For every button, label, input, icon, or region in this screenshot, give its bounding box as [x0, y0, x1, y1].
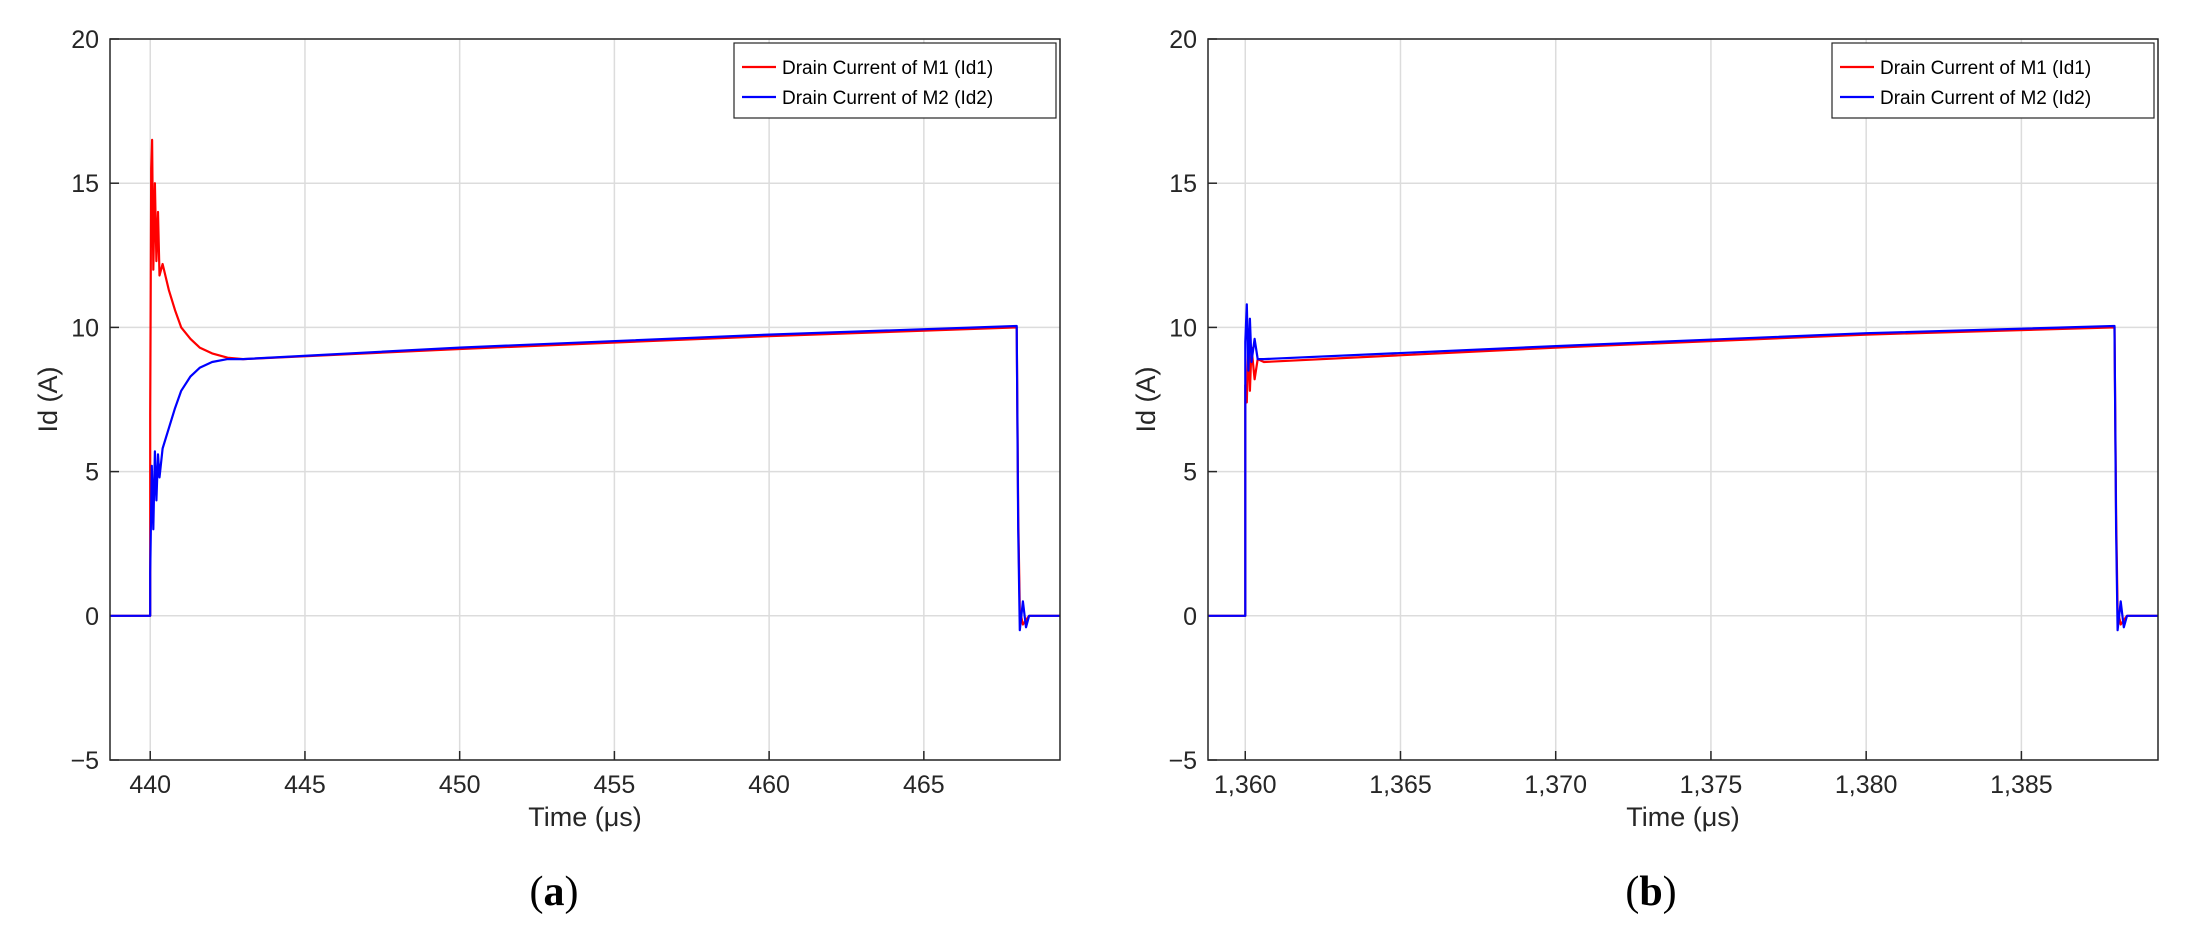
x-tick-label: 460 — [748, 771, 790, 799]
x-tick-label: 1,370 — [1524, 771, 1587, 799]
axes-box — [1207, 38, 2159, 761]
x-tick-label: 1,375 — [1680, 771, 1743, 799]
legend-box — [1831, 42, 2155, 119]
y-axis-label: Id (A) — [1131, 366, 1161, 432]
axes-box — [109, 38, 1061, 761]
series-line-2 — [110, 324, 1060, 632]
y-tick-label: 15 — [71, 170, 99, 198]
y-tick-label: 10 — [71, 314, 99, 342]
x-tick-label: 445 — [284, 771, 326, 799]
legend: Drain Current of M1 (Id1) Drain Current o… — [733, 42, 1057, 119]
legend-entry: Drain Current of M1 (Id1) — [1880, 58, 2091, 79]
x-tick-label: 455 — [594, 771, 636, 799]
panel-caption: (a) — [530, 869, 579, 915]
y-tick-label: 20 — [71, 26, 99, 54]
legend: Drain Current of M1 (Id1) Drain Current o… — [1831, 42, 2155, 119]
y-tick-label: 5 — [1183, 459, 1197, 487]
y-tick-label: 5 — [85, 459, 99, 487]
y-tick-label: 15 — [1169, 170, 1197, 198]
x-tick-label: 1,385 — [1990, 771, 2053, 799]
x-tick-label: 440 — [129, 771, 171, 799]
legend-entry: Drain Current of M1 (Id1) — [782, 58, 993, 79]
y-tick-label: −5 — [1168, 747, 1197, 775]
y-tick-label: 10 — [1169, 314, 1197, 342]
x-tick-label: 465 — [903, 771, 945, 799]
y-tick-label: −5 — [70, 747, 99, 775]
chart-panel-b: 1,360 1,365 1,370 1,375 1,380 1,385 −5 0 5 10 15 20… — [1131, 26, 2159, 915]
y-axis-label: Id (A) — [33, 366, 63, 432]
x-axis-label: Time (μs) — [528, 802, 642, 832]
x-axis-label: Time (μs) — [1626, 802, 1740, 832]
y-tick-label: 0 — [85, 603, 99, 631]
series-line-2 — [1208, 303, 2158, 632]
plot-area — [110, 39, 1060, 760]
legend-entry: Drain Current of M2 (Id2) — [782, 88, 993, 109]
x-tick-label: 1,365 — [1369, 771, 1432, 799]
x-tick-label: 1,360 — [1214, 771, 1277, 799]
panel-caption: (b) — [1625, 869, 1676, 915]
chart-panel-a: 440 445 450 455 460 465 −5 0 5 10 15 20 Time (μs) Id … — [33, 26, 1061, 915]
y-tick-label: 0 — [1183, 603, 1197, 631]
legend-entry: Drain Current of M2 (Id2) — [1880, 88, 2091, 109]
y-tick-label: 20 — [1169, 26, 1197, 54]
x-tick-label: 450 — [439, 771, 481, 799]
legend-box — [733, 42, 1057, 119]
x-tick-label: 1,380 — [1835, 771, 1898, 799]
plot-area — [1208, 39, 2158, 760]
